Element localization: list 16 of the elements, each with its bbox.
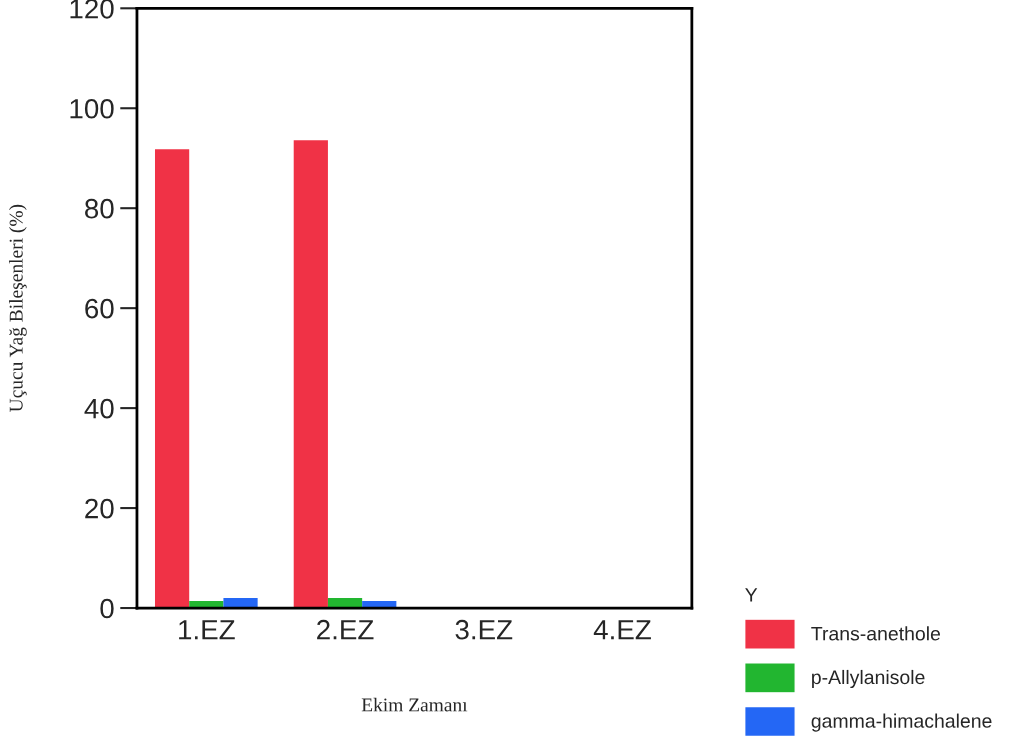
y-tick-label: 40 — [84, 398, 114, 419]
y-tick-label: 60 — [85, 298, 114, 319]
legend-label: Trans-anethole — [811, 626, 940, 641]
legend-label: gamma-himachalene — [811, 713, 992, 732]
y-tick-label: 80 — [85, 198, 114, 219]
legend-label: p-Allylanisole — [812, 669, 925, 689]
x-tick-label: 3.EZ — [455, 619, 513, 640]
y-tick-label: 0 — [100, 598, 114, 619]
x-axis-title: Ekim Zamanı — [361, 697, 468, 712]
y-tick-label: 20 — [85, 498, 114, 519]
y-axis-title: Uçucu Yağ Bileşenleri (%) — [9, 204, 27, 412]
legend-title: Y — [745, 588, 758, 602]
x-tick-label: 2.EZ — [317, 619, 374, 640]
x-tick-label: 1.EZ — [179, 620, 235, 640]
y-tick-label: 100 — [70, 98, 114, 119]
x-tick-label: 4.EZ — [593, 620, 651, 640]
